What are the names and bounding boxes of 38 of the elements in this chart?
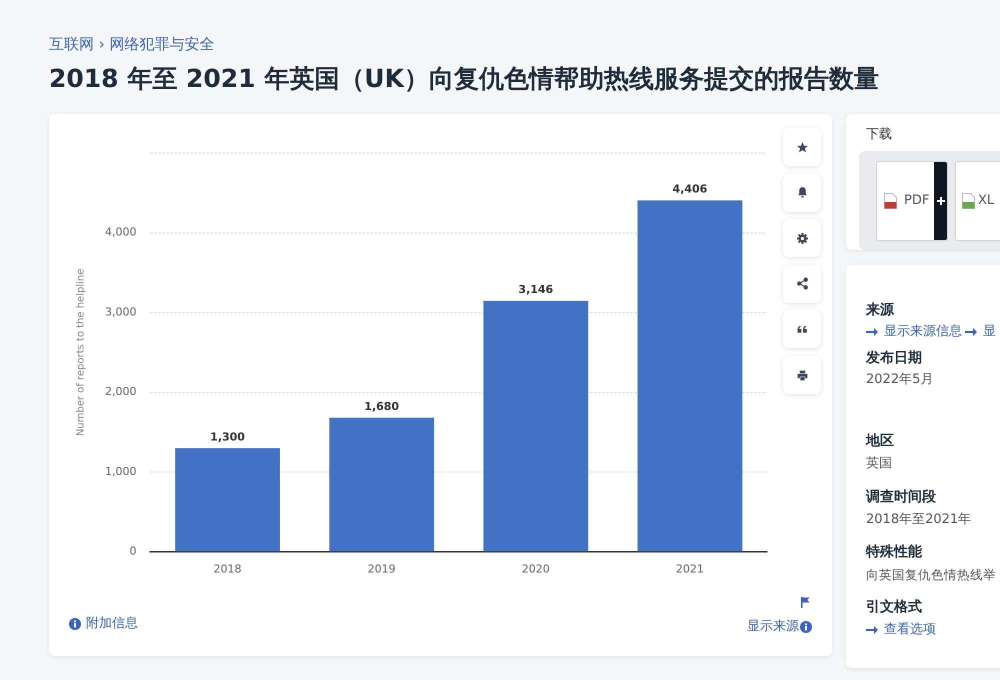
text: 附加信息 <box>86 615 138 633</box>
chart-subtitle: 互联网 › 网络犯罪与安全 <box>49 35 215 53</box>
text: 特殊性能 <box>866 543 922 561</box>
data-label: 1,300 <box>210 430 246 444</box>
text: 发布日期 <box>866 349 922 367</box>
data-label: 4,406 <box>672 182 708 196</box>
text: 2022年5月 <box>866 371 934 389</box>
bar <box>638 200 742 552</box>
x-tick-label: 2020 <box>522 562 550 576</box>
text: PDF <box>904 192 930 210</box>
y-tick-label: 4,000 <box>104 226 136 239</box>
bar <box>329 418 434 552</box>
text: 显示来源信息 <box>884 323 962 341</box>
chart-title: 2018 年至 2021 年英国（UK）向复仇色情帮助热线服务提交的报告数量 <box>49 63 879 95</box>
x-tick-label: 2021 <box>676 562 704 576</box>
y-tick-label: 2,000 <box>104 385 136 398</box>
text: 来源 <box>866 301 894 319</box>
text: 向英国复仇色情热线举 <box>866 566 996 584</box>
text: XL <box>978 192 994 210</box>
text: 英国 <box>866 455 892 473</box>
x-tick-label: 2018 <box>214 562 242 576</box>
x-tick-label: 2019 <box>368 562 396 576</box>
text: 引文格式 <box>866 598 922 616</box>
text: 查看选项 <box>884 621 936 639</box>
text: 地区 <box>866 432 894 450</box>
text: 2018年至2021年 <box>866 511 972 529</box>
y-tick-label: 1,000 <box>104 464 136 478</box>
bar <box>175 448 280 552</box>
text: 显示来源 <box>747 618 799 636</box>
bar <box>483 300 588 552</box>
text: 显 <box>983 323 996 341</box>
text: 下载 <box>866 126 892 144</box>
data-label: 1,680 <box>364 400 400 414</box>
y-tick-label: 3,000 <box>104 305 136 318</box>
y-axis-title: Number of reports to the helpline <box>76 268 87 436</box>
data-label: 3,146 <box>518 283 554 296</box>
y-tick-label: 0 <box>129 544 136 558</box>
text: 调查时间段 <box>866 488 936 506</box>
